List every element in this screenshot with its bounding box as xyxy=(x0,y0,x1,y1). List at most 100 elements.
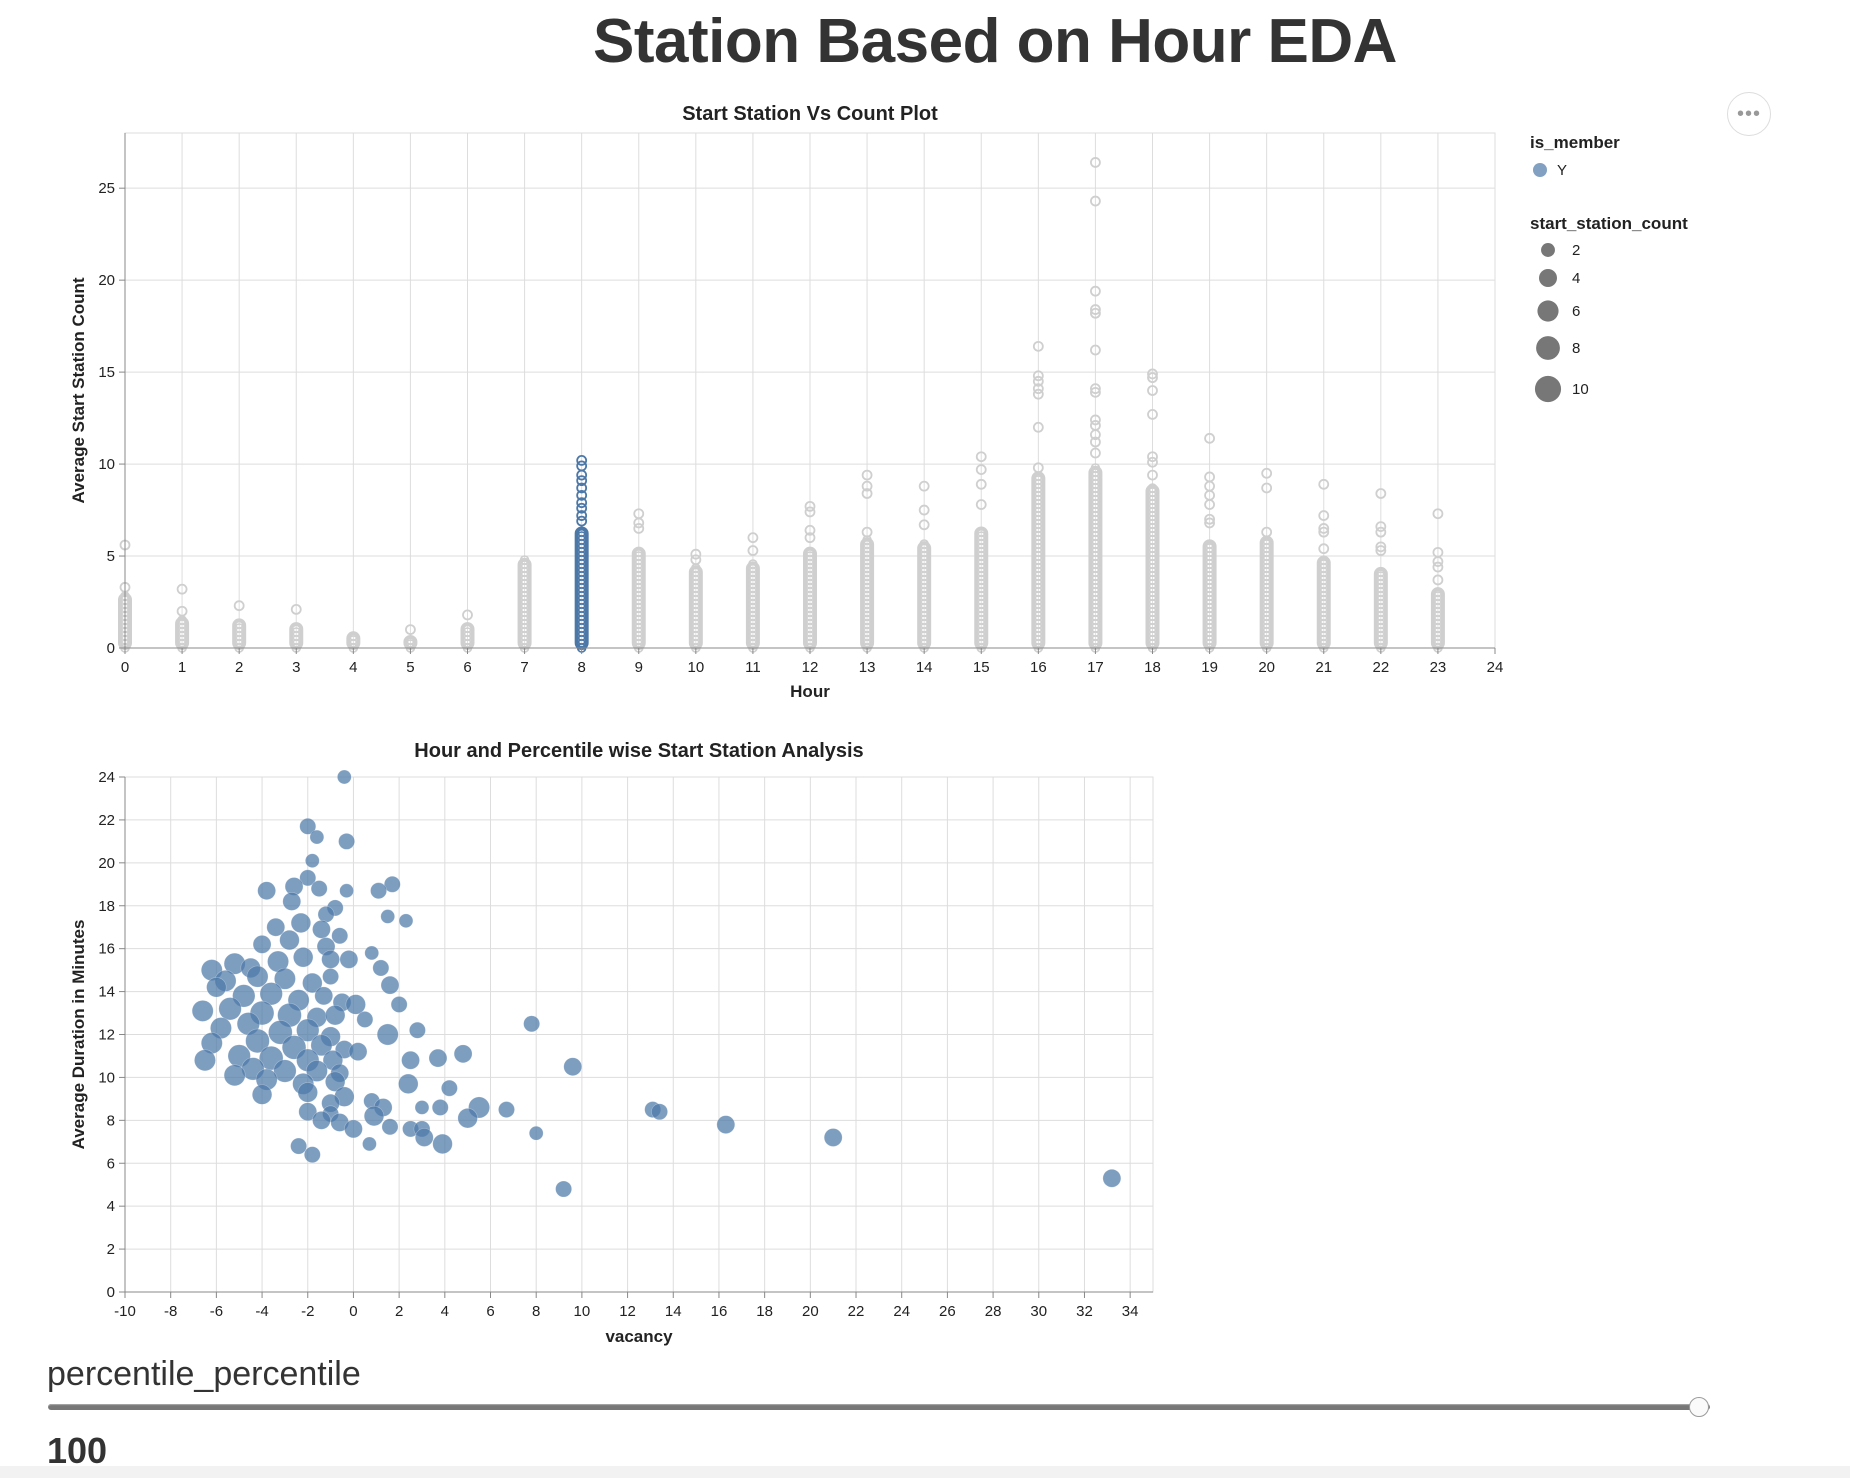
point xyxy=(1432,546,1444,558)
point xyxy=(748,559,758,569)
point xyxy=(309,829,325,845)
y-axis-title: Average Start Station Count xyxy=(69,277,88,503)
point xyxy=(862,539,872,549)
point xyxy=(805,551,815,561)
point xyxy=(1147,469,1158,481)
point xyxy=(441,1079,458,1097)
legend-size-swatch xyxy=(1537,300,1559,322)
legend-size-swatch xyxy=(1539,269,1557,287)
point xyxy=(462,623,473,633)
legend-size-label: 2 xyxy=(1572,242,1580,259)
start-station-count-chart: Start Station Vs Count Plot 0 1 2 3 4 5 6 7 8 9 10… xyxy=(69,103,1503,701)
percentile-slider-thumb[interactable] xyxy=(1689,1397,1709,1417)
point xyxy=(345,994,366,1015)
point xyxy=(1204,517,1215,529)
point xyxy=(1147,385,1158,396)
legend-color-swatch xyxy=(1533,163,1547,177)
point xyxy=(690,548,702,560)
x-tick-label: 18 xyxy=(756,1303,773,1320)
point xyxy=(273,1059,297,1083)
point xyxy=(1090,157,1101,168)
marks[interactable] xyxy=(191,769,1122,1198)
slider-label: percentile_percentile xyxy=(47,1355,361,1393)
point xyxy=(431,1099,449,1116)
x-tick-label: 24 xyxy=(893,1303,910,1320)
point xyxy=(576,531,587,541)
point xyxy=(1375,521,1387,533)
point xyxy=(576,475,588,487)
point xyxy=(274,967,296,990)
point xyxy=(804,506,816,518)
x-tick-label: 14 xyxy=(665,1303,682,1320)
point xyxy=(390,996,408,1013)
point xyxy=(1318,510,1330,521)
point xyxy=(363,1105,385,1127)
y-tick-label: 0 xyxy=(107,640,115,657)
x-tick-label: 1 xyxy=(178,659,186,676)
point xyxy=(633,551,644,561)
y-tick-label: 0 xyxy=(107,1284,115,1301)
x-tick-label: 7 xyxy=(520,659,528,676)
point xyxy=(975,451,987,463)
point xyxy=(381,1118,399,1136)
point xyxy=(414,1128,434,1147)
point xyxy=(1375,541,1387,553)
legend-color-entries[interactable]: Y xyxy=(1533,162,1567,179)
point xyxy=(246,965,269,988)
point xyxy=(337,769,352,785)
point xyxy=(317,905,335,923)
point xyxy=(1318,478,1330,490)
point xyxy=(312,920,331,939)
point xyxy=(1032,388,1044,400)
point xyxy=(861,480,873,492)
point xyxy=(1147,368,1158,380)
legend-size-swatch xyxy=(1534,375,1562,403)
point xyxy=(348,1042,368,1061)
point xyxy=(975,499,987,510)
chart-title: Hour and Percentile wise Start Station A… xyxy=(414,740,863,762)
hour-column-9 xyxy=(631,508,646,653)
x-tick-label: 20 xyxy=(802,1303,819,1320)
x-tick-label: 16 xyxy=(711,1303,728,1320)
x-tick-label: 11 xyxy=(745,659,761,676)
point xyxy=(348,635,359,645)
percentile-analysis-chart: Hour and Percentile wise Start Station A… xyxy=(69,740,1154,1346)
point xyxy=(453,1044,473,1064)
point xyxy=(401,1050,420,1070)
point xyxy=(1090,447,1101,459)
point xyxy=(268,1020,293,1045)
point xyxy=(296,1018,320,1042)
point xyxy=(716,1115,736,1134)
point xyxy=(861,469,873,481)
point xyxy=(279,929,300,951)
x-tick-label: 18 xyxy=(1144,659,1161,676)
legend-size-swatch xyxy=(1541,243,1555,257)
x-tick-label: 8 xyxy=(532,1303,540,1320)
more-actions-button[interactable]: ••• xyxy=(1727,92,1771,136)
point xyxy=(1204,513,1215,525)
x-axis-title: vacancy xyxy=(605,1327,673,1346)
point xyxy=(651,1103,668,1121)
point xyxy=(325,1005,346,1026)
y-tick-label: 2 xyxy=(107,1241,115,1258)
point xyxy=(322,968,339,985)
point xyxy=(1033,475,1044,485)
bottom-strip xyxy=(0,1466,1850,1478)
point xyxy=(177,619,187,629)
percentile-slider-track[interactable] xyxy=(48,1404,1710,1410)
point xyxy=(364,945,379,961)
legend-size-swatch xyxy=(1536,336,1560,360)
point xyxy=(1261,482,1273,494)
point xyxy=(259,982,283,1006)
point xyxy=(1147,451,1158,463)
point xyxy=(804,524,816,536)
point xyxy=(297,1082,318,1103)
x-tick-label: 9 xyxy=(635,659,643,676)
marks[interactable] xyxy=(118,157,1445,653)
x-tick-label: 16 xyxy=(1030,659,1047,676)
y-tick-label: 14 xyxy=(98,984,115,1001)
point xyxy=(266,917,286,937)
point xyxy=(1432,574,1444,586)
point xyxy=(348,631,359,641)
hour-column-12 xyxy=(803,500,817,653)
